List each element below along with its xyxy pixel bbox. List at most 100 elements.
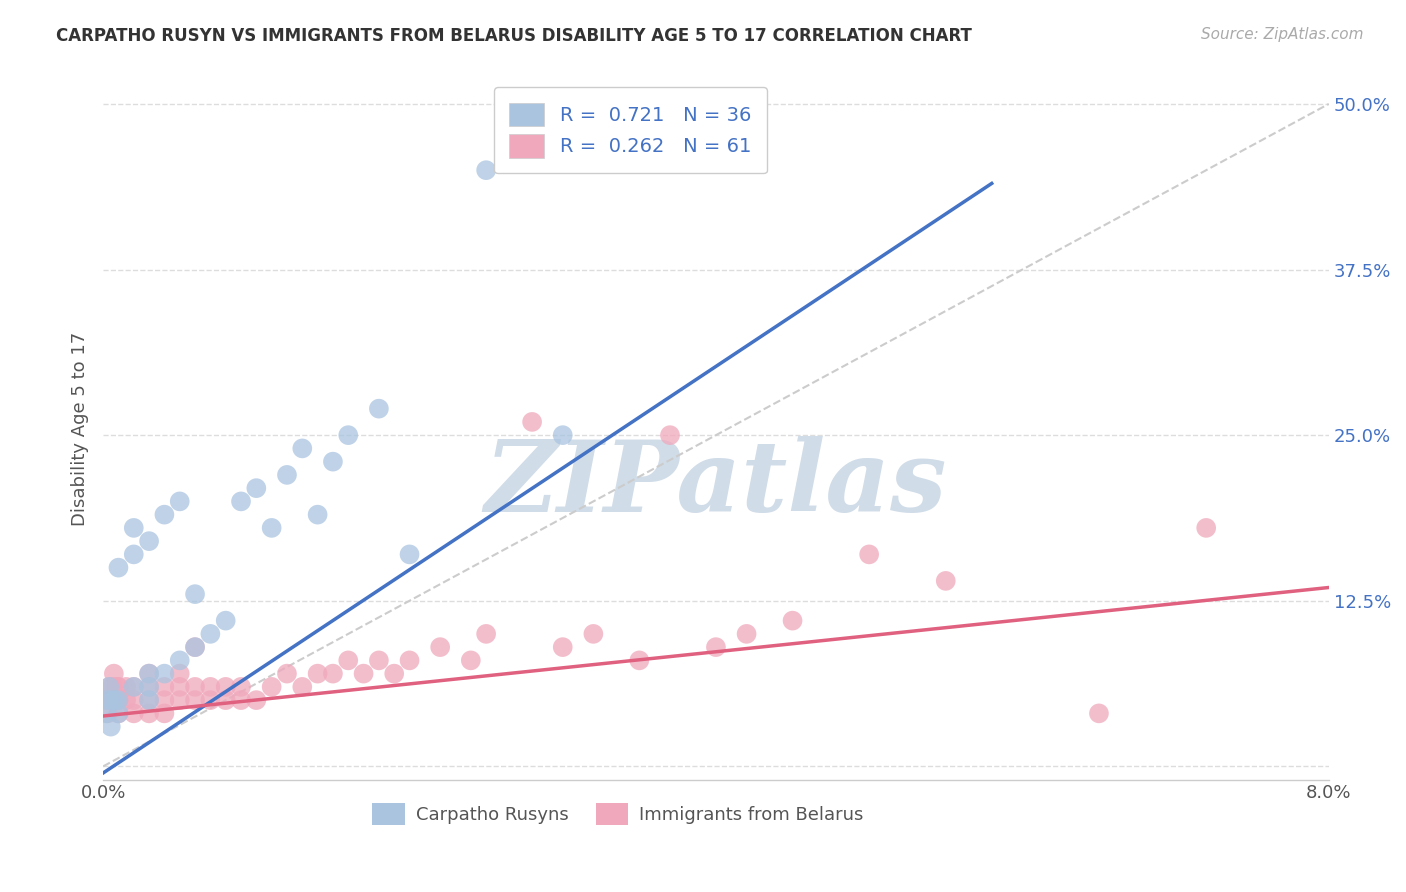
Point xyxy=(307,666,329,681)
Point xyxy=(107,706,129,721)
Point xyxy=(184,587,207,601)
Text: Source: ZipAtlas.com: Source: ZipAtlas.com xyxy=(1201,27,1364,42)
Point xyxy=(260,521,283,535)
Point xyxy=(107,706,129,721)
Point xyxy=(97,693,120,707)
Point xyxy=(184,680,207,694)
Point xyxy=(200,680,222,694)
Point xyxy=(153,508,176,522)
Point xyxy=(96,693,118,707)
Point xyxy=(628,653,651,667)
Point xyxy=(169,680,191,694)
Legend: Carpatho Rusyns, Immigrants from Belarus: Carpatho Rusyns, Immigrants from Belarus xyxy=(363,794,872,834)
Point xyxy=(382,666,405,681)
Point xyxy=(551,428,574,442)
Point xyxy=(115,680,138,694)
Point xyxy=(98,680,121,694)
Point xyxy=(169,666,191,681)
Point xyxy=(276,467,298,482)
Point xyxy=(245,481,267,495)
Point xyxy=(169,494,191,508)
Point xyxy=(782,614,804,628)
Point xyxy=(367,653,389,667)
Point xyxy=(704,640,727,654)
Point xyxy=(153,706,176,721)
Point xyxy=(122,693,145,707)
Point xyxy=(229,494,252,508)
Point xyxy=(138,693,160,707)
Point xyxy=(367,401,389,416)
Point xyxy=(101,680,124,694)
Point xyxy=(100,693,122,707)
Point xyxy=(153,680,176,694)
Point xyxy=(122,548,145,562)
Point xyxy=(229,680,252,694)
Point xyxy=(103,666,125,681)
Point xyxy=(98,680,121,694)
Point xyxy=(122,706,145,721)
Point xyxy=(138,666,160,681)
Point xyxy=(184,640,207,654)
Point xyxy=(353,666,375,681)
Point xyxy=(184,693,207,707)
Point xyxy=(104,693,127,707)
Point xyxy=(122,521,145,535)
Point xyxy=(200,693,222,707)
Point xyxy=(307,508,329,522)
Point xyxy=(138,706,160,721)
Point xyxy=(138,680,160,694)
Point xyxy=(122,680,145,694)
Point xyxy=(398,653,420,667)
Point xyxy=(107,693,129,707)
Point xyxy=(322,455,344,469)
Point xyxy=(138,666,160,681)
Point xyxy=(735,627,758,641)
Point xyxy=(337,653,360,667)
Point xyxy=(935,574,957,588)
Point xyxy=(520,415,543,429)
Point xyxy=(107,560,129,574)
Point xyxy=(215,680,238,694)
Point xyxy=(551,640,574,654)
Point xyxy=(115,693,138,707)
Point xyxy=(101,693,124,707)
Point xyxy=(475,163,498,178)
Point xyxy=(107,693,129,707)
Point xyxy=(858,548,880,562)
Point xyxy=(659,428,682,442)
Y-axis label: Disability Age 5 to 17: Disability Age 5 to 17 xyxy=(72,332,89,525)
Point xyxy=(215,614,238,628)
Point xyxy=(1195,521,1218,535)
Point xyxy=(1088,706,1111,721)
Point xyxy=(138,680,160,694)
Point xyxy=(184,640,207,654)
Point xyxy=(200,627,222,641)
Point xyxy=(169,693,191,707)
Point xyxy=(245,693,267,707)
Text: CARPATHO RUSYN VS IMMIGRANTS FROM BELARUS DISABILITY AGE 5 TO 17 CORRELATION CHA: CARPATHO RUSYN VS IMMIGRANTS FROM BELARU… xyxy=(56,27,972,45)
Point xyxy=(260,680,283,694)
Point xyxy=(122,680,145,694)
Point xyxy=(153,693,176,707)
Point xyxy=(291,442,314,456)
Point xyxy=(291,680,314,694)
Point xyxy=(107,680,129,694)
Point xyxy=(398,548,420,562)
Point xyxy=(97,706,120,721)
Point xyxy=(96,706,118,721)
Point xyxy=(138,534,160,549)
Point xyxy=(475,627,498,641)
Point xyxy=(153,666,176,681)
Point xyxy=(100,720,122,734)
Point xyxy=(337,428,360,442)
Point xyxy=(460,653,482,667)
Point xyxy=(429,640,451,654)
Point xyxy=(322,666,344,681)
Point xyxy=(229,693,252,707)
Text: ZIPatlas: ZIPatlas xyxy=(485,436,948,533)
Point xyxy=(104,693,127,707)
Point xyxy=(276,666,298,681)
Point xyxy=(215,693,238,707)
Point xyxy=(582,627,605,641)
Point xyxy=(169,653,191,667)
